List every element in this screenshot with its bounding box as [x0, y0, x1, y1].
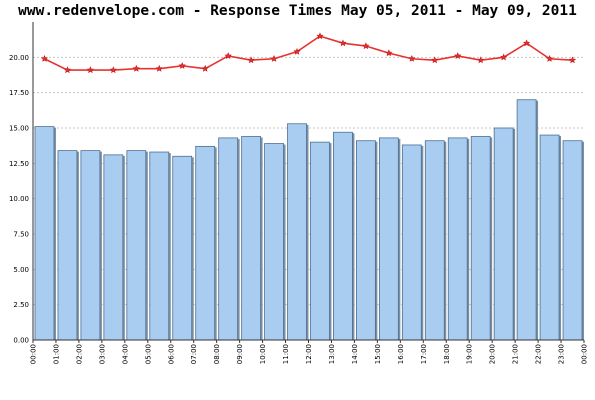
- bar: [378, 137, 399, 341]
- y-tick-label: 7.50: [13, 231, 29, 239]
- x-tick-label: 17:00: [420, 344, 428, 364]
- y-tick-label: 20.00: [9, 54, 29, 62]
- line-point: [270, 54, 278, 62]
- line-point: [385, 49, 393, 57]
- line-point: [362, 42, 370, 50]
- bar: [172, 155, 193, 341]
- bar: [126, 150, 147, 341]
- line-series: [40, 32, 577, 74]
- line-point: [86, 66, 94, 74]
- x-tick-label: 11:00: [282, 344, 290, 364]
- line-point: [63, 66, 72, 74]
- y-tick-label: 0.00: [13, 337, 29, 345]
- x-tick-label: 00:00: [581, 344, 589, 364]
- bar: [470, 136, 491, 341]
- x-tick-label: 09:00: [236, 344, 244, 364]
- chart-title: www.redenvelope.com - Response Times May…: [18, 3, 577, 19]
- line-point: [523, 39, 531, 47]
- x-tick-label: 05:00: [144, 344, 152, 364]
- bar: [401, 144, 422, 341]
- line-point: [247, 56, 255, 64]
- bar: [356, 140, 376, 341]
- bar: [103, 154, 124, 341]
- bar: [539, 134, 560, 341]
- line-point: [568, 56, 577, 64]
- bar: [562, 140, 583, 341]
- x-tick-label: 00:00: [30, 344, 38, 364]
- x-tick-label: 06:00: [167, 344, 175, 364]
- bar: [218, 137, 239, 341]
- x-tick-label: 08:00: [213, 344, 221, 364]
- x-tick-label: 18:00: [443, 344, 451, 364]
- bar: [241, 136, 261, 341]
- x-tick-label: 14:00: [351, 344, 359, 364]
- bar: [310, 141, 330, 341]
- bar: [516, 99, 537, 341]
- line-point: [431, 56, 439, 64]
- line-point: [408, 54, 416, 62]
- bar: [34, 126, 55, 341]
- y-tick-label: 2.50: [13, 301, 29, 309]
- x-tick-label: 02:00: [75, 344, 83, 364]
- line-path: [44, 35, 573, 71]
- bar: [80, 150, 101, 341]
- line-point: [545, 54, 554, 62]
- bar: [149, 151, 170, 341]
- x-tick-label: 22:00: [535, 344, 543, 364]
- x-tick-label: 13:00: [328, 344, 336, 364]
- x-tick-label: 10:00: [259, 344, 267, 364]
- line-point: [132, 64, 140, 72]
- x-tick-label: 20:00: [489, 344, 497, 364]
- line-point: [500, 53, 508, 61]
- x-tick-label: 19:00: [466, 344, 474, 364]
- y-tick-label: 5.00: [13, 266, 29, 274]
- y-tick-label: 10.00: [9, 195, 29, 203]
- bar: [195, 145, 216, 341]
- line-point: [178, 62, 186, 69]
- line-point: [293, 47, 301, 55]
- x-tick-label: 12:00: [305, 344, 313, 364]
- bar: [447, 137, 468, 341]
- x-tick-label: 03:00: [98, 344, 106, 364]
- bar: [493, 127, 514, 341]
- x-tick-label: 23:00: [558, 344, 566, 364]
- line-point: [201, 64, 209, 72]
- x-tick-label: 04:00: [121, 344, 129, 364]
- bar-series: [34, 99, 584, 341]
- x-tick-label: 21:00: [512, 344, 520, 364]
- line-point: [155, 64, 163, 72]
- line-point: [339, 39, 347, 47]
- line-point: [109, 66, 117, 74]
- x-tick-label: 15:00: [374, 344, 382, 364]
- x-tick-label: 01:00: [52, 344, 60, 364]
- line-point: [454, 52, 462, 59]
- y-tick-label: 15.00: [9, 125, 29, 133]
- line-point: [477, 56, 485, 64]
- line-point: [316, 32, 324, 40]
- bar: [333, 131, 353, 341]
- line-point: [40, 54, 49, 62]
- line-point: [224, 52, 232, 59]
- x-axis-ticks: 00:00 01:00 02:00 03:00 04:00 05:00 06:00 07:00…: [30, 340, 589, 364]
- bar: [264, 143, 284, 341]
- bar: [287, 123, 307, 341]
- x-tick-label: 16:00: [397, 344, 405, 364]
- bar: [424, 140, 445, 341]
- y-axis-ticks: 0.00 2.50 5.00 7.50 10.00 12.50 15.00 17.50 20.0…: [9, 54, 29, 345]
- bar: [57, 150, 78, 341]
- y-tick-label: 17.50: [9, 89, 29, 97]
- x-tick-label: 07:00: [190, 344, 198, 364]
- y-tick-label: 12.50: [9, 160, 29, 168]
